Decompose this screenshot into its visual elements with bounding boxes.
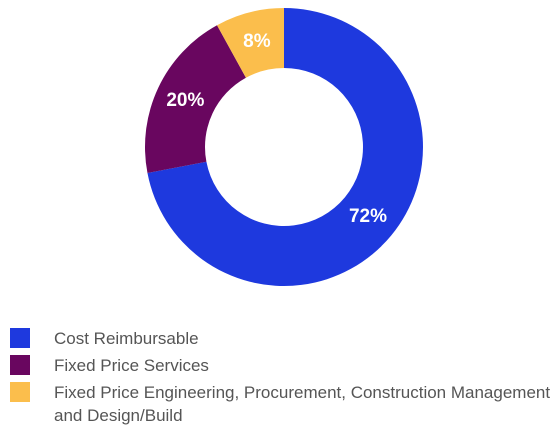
legend-label-cost-reimbursable: Cost Reimbursable <box>54 329 199 348</box>
chart-legend: Cost Reimbursable Fixed Price Services F… <box>10 327 555 431</box>
legend-item-cost-reimbursable: Cost Reimbursable <box>10 327 555 350</box>
slice-label-fixed-price-epc: 8% <box>243 31 271 52</box>
slice-label-cost-reimbursable: 72% <box>349 206 387 227</box>
slice-cost-reimbursable <box>147 8 423 287</box>
legend-label-fixed-price-services: Fixed Price Services <box>54 356 209 375</box>
legend-item-fixed-price-services: Fixed Price Services <box>10 354 555 377</box>
legend-swatch-fixed-price-epc <box>10 382 30 402</box>
legend-swatch-fixed-price-services <box>10 355 30 375</box>
legend-item-fixed-price-epc: Fixed Price Engineering, Procurement, Co… <box>10 381 555 427</box>
legend-swatch-cost-reimbursable <box>10 328 30 348</box>
legend-label-fixed-price-epc: Fixed Price Engineering, Procurement, Co… <box>54 383 551 425</box>
slice-fixed-price-epc <box>217 8 284 78</box>
slice-label-fixed-price-services: 20% <box>166 90 204 111</box>
slice-fixed-price-services <box>144 25 246 174</box>
donut-chart: 72% 20% 8% <box>144 8 423 287</box>
